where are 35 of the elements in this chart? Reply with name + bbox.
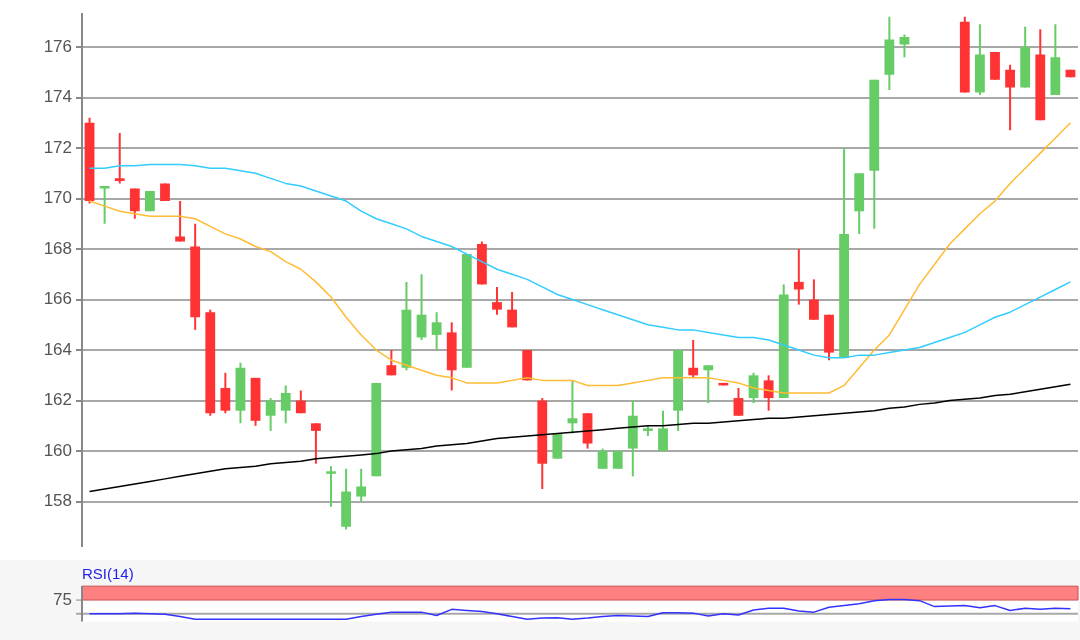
candlestick	[507, 291, 517, 329]
candlestick	[899, 33, 910, 59]
candlestick	[1005, 63, 1015, 132]
y-tick-label: 168	[43, 238, 72, 258]
candlestick	[431, 311, 442, 352]
y-tick-label: 174	[43, 87, 72, 107]
candlestick	[129, 187, 140, 220]
candlestick	[175, 200, 185, 243]
candlestick	[597, 447, 608, 470]
candlestick	[220, 371, 231, 415]
y-tick-label: 158	[43, 491, 72, 511]
candlestick	[356, 467, 367, 503]
candlestick	[265, 397, 276, 432]
candlestick	[793, 248, 804, 306]
candlestick	[658, 409, 668, 453]
candlestick	[703, 364, 714, 405]
band-label: 75	[53, 589, 72, 609]
candlestick	[809, 278, 819, 321]
y-tick-label: 176	[43, 36, 72, 56]
candlestick	[280, 384, 291, 425]
y-tick-label: 166	[43, 289, 72, 309]
y-tick-label: 162	[43, 390, 72, 410]
candlestick	[688, 338, 699, 379]
y-tick-label: 160	[43, 440, 72, 460]
candlestick	[311, 422, 321, 465]
y-tick-label: 164	[43, 339, 72, 359]
candlestick	[492, 285, 502, 316]
candlestick	[326, 465, 336, 508]
candlestick	[114, 131, 125, 185]
candlestick	[386, 349, 397, 377]
y-tick-label: 170	[43, 188, 72, 208]
candlestick	[733, 386, 744, 417]
chart-title: RSI(14)	[82, 565, 134, 583]
y-tick-label: 172	[43, 137, 72, 157]
candlestick	[763, 374, 774, 412]
